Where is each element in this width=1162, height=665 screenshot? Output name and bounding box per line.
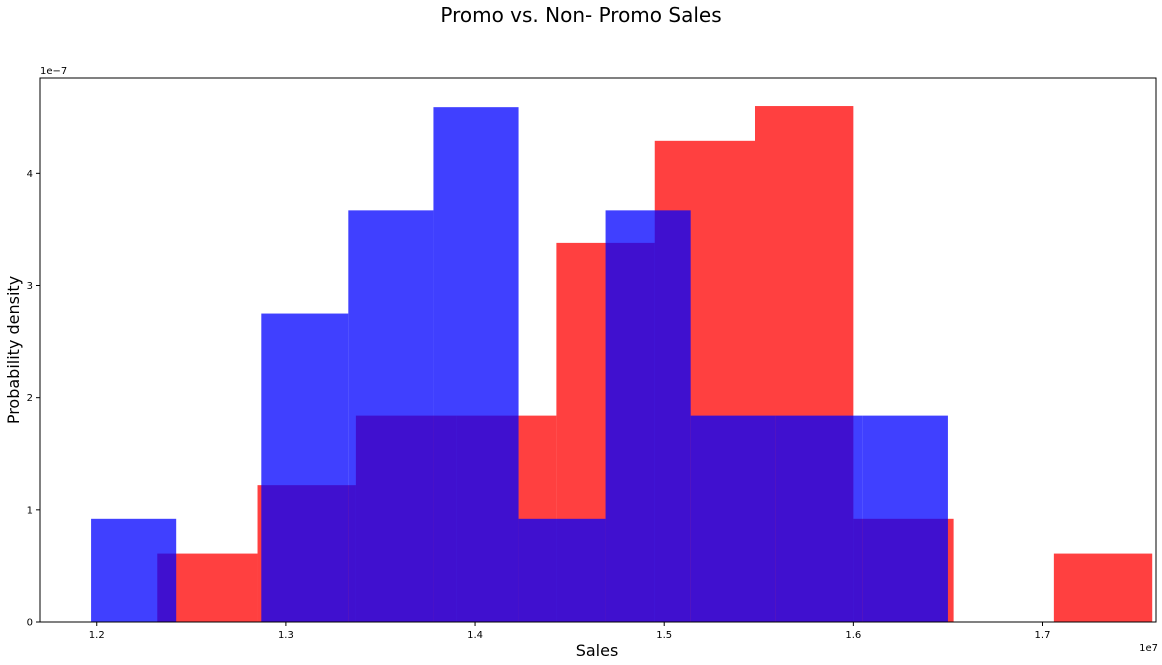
x-tick-label: 1.3 bbox=[278, 630, 294, 641]
y-tick-label: 3 bbox=[27, 281, 33, 292]
x-tick-label: 1.7 bbox=[1035, 630, 1051, 641]
y-tick-label: 1 bbox=[27, 505, 33, 516]
series-1-bin-4 bbox=[433, 107, 519, 622]
series-1-bin-6 bbox=[605, 210, 691, 622]
series-1-bin-8 bbox=[775, 415, 863, 622]
plot-area bbox=[91, 106, 1153, 622]
series-1-bin-3 bbox=[348, 210, 434, 622]
series-blue-bars bbox=[91, 107, 948, 622]
x-tick-label: 1.4 bbox=[467, 630, 483, 641]
y-tick-label: 0 bbox=[27, 618, 33, 629]
x-axis-label: Sales bbox=[576, 641, 619, 660]
chart-title: Promo vs. Non- Promo Sales bbox=[440, 3, 721, 27]
y-axis-ticks: 0 1 2 3 4 bbox=[27, 169, 40, 629]
y-offset-label: 1e−7 bbox=[40, 66, 67, 77]
x-tick-label: 1.6 bbox=[845, 630, 861, 641]
y-axis-label: Probability density bbox=[4, 276, 23, 424]
series-1-bin-5 bbox=[518, 518, 606, 622]
x-offset-label: 1e7 bbox=[1139, 643, 1158, 654]
y-tick-label: 4 bbox=[27, 169, 33, 180]
plot-frame bbox=[39, 77, 1157, 623]
x-tick-label: 1.5 bbox=[656, 630, 672, 641]
series-1-bin-7 bbox=[690, 415, 776, 622]
series-1-bin-9 bbox=[862, 415, 948, 622]
series-0-bin-9 bbox=[1053, 553, 1153, 622]
series-1-bin-0 bbox=[91, 518, 177, 622]
y-tick-label: 2 bbox=[27, 393, 33, 404]
x-tick-label: 1.2 bbox=[89, 630, 105, 641]
series-1-bin-2 bbox=[261, 313, 349, 622]
x-axis-ticks: 1.2 1.3 1.4 1.5 1.6 1.7 bbox=[89, 622, 1051, 641]
